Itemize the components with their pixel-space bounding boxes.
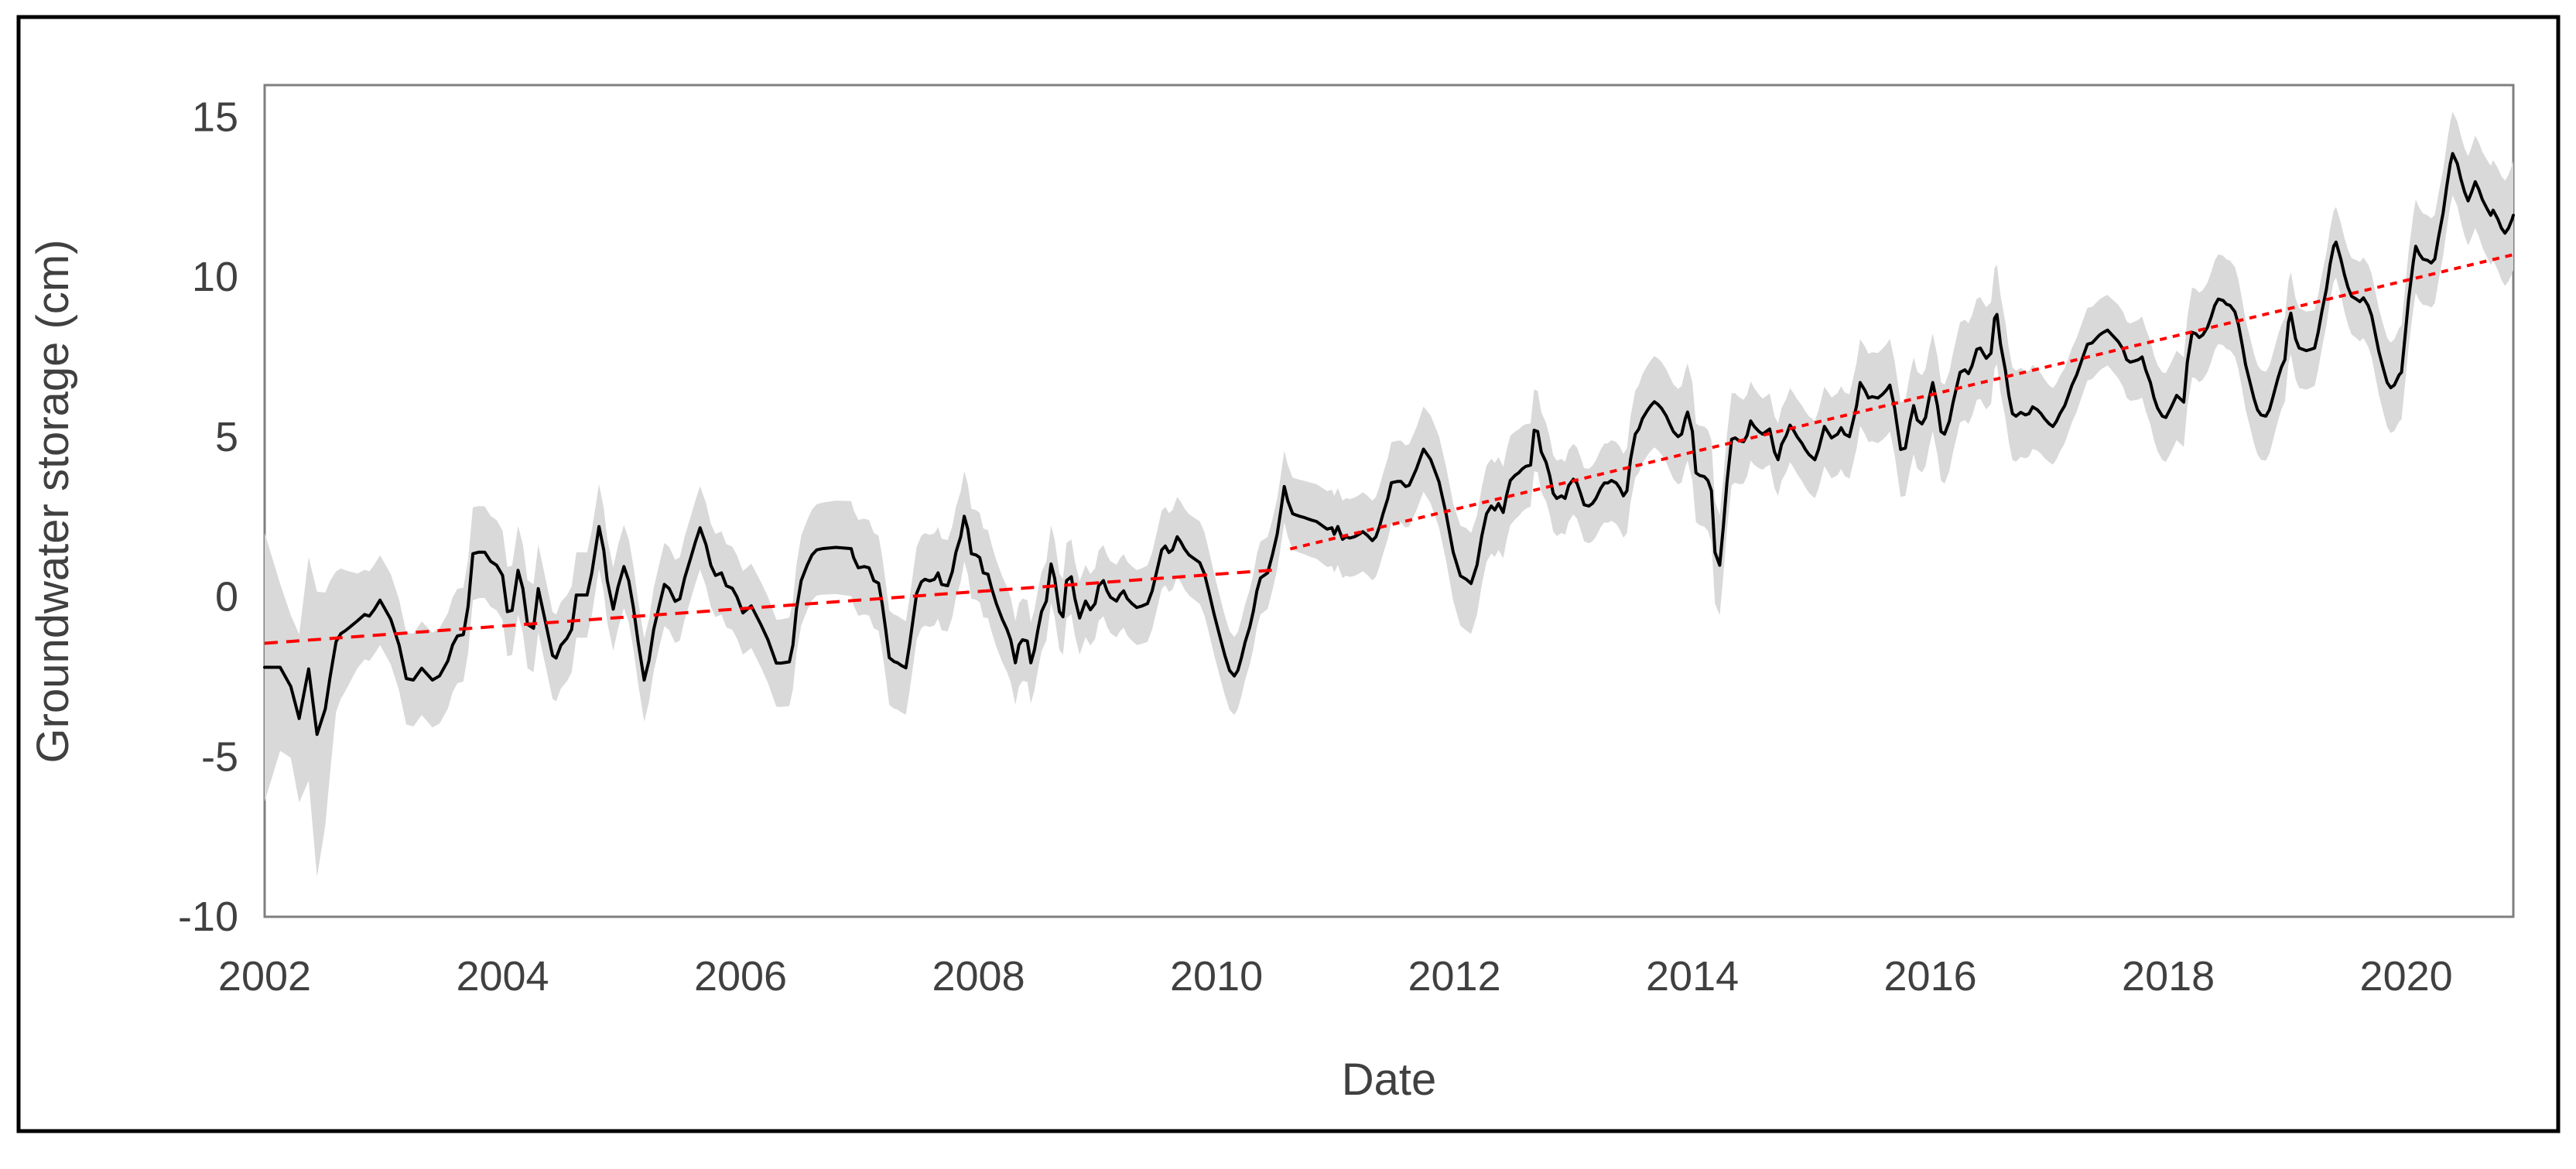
x-axis-tick-label-2020: 2020 — [2360, 953, 2453, 1000]
groundwater-storage-monthly — [263, 152, 2515, 737]
y-axis-tick-label-0: 0 — [215, 574, 238, 620]
x-axis-tick-label-2012: 2012 — [1408, 953, 1500, 1000]
outer-frame — [16, 15, 2561, 1133]
trendline-layer — [264, 253, 2514, 645]
x-axis-tick-label-2018: 2018 — [2122, 953, 2215, 1000]
x-axis-tick-label-2006: 2006 — [694, 953, 787, 1000]
y-axis-tick-label-10: 10 — [192, 254, 238, 300]
y-axis-tick-label-5: 5 — [215, 414, 238, 460]
x-axis-tick-label-2014: 2014 — [1646, 953, 1739, 1000]
trend-2002-2010 — [264, 568, 1279, 645]
axis-tick-labels-layer: 15 10 5 0 -5 -10 2002 2004 2006 2008 2010 2012 2014 2… — [178, 94, 2453, 1000]
x-axis-title: Date — [1342, 1054, 1437, 1105]
y-axis-tick-label--5: -5 — [201, 733, 238, 780]
data-series-layer — [263, 152, 2515, 737]
y-axis-title: Groundwater storage (cm) — [28, 240, 78, 764]
x-axis-tick-label-2004: 2004 — [456, 953, 549, 1000]
y-axis-tick-label--10: -10 — [178, 894, 238, 940]
x-axis-tick-label-2010: 2010 — [1170, 953, 1263, 1000]
x-axis-tick-label-2016: 2016 — [1884, 953, 1977, 1000]
x-axis-tick-label-2002: 2002 — [218, 953, 311, 1000]
x-axis-tick-label-2008: 2008 — [932, 953, 1025, 1000]
plot-area-border — [263, 84, 2515, 918]
y-axis-tick-label-15: 15 — [192, 94, 238, 140]
